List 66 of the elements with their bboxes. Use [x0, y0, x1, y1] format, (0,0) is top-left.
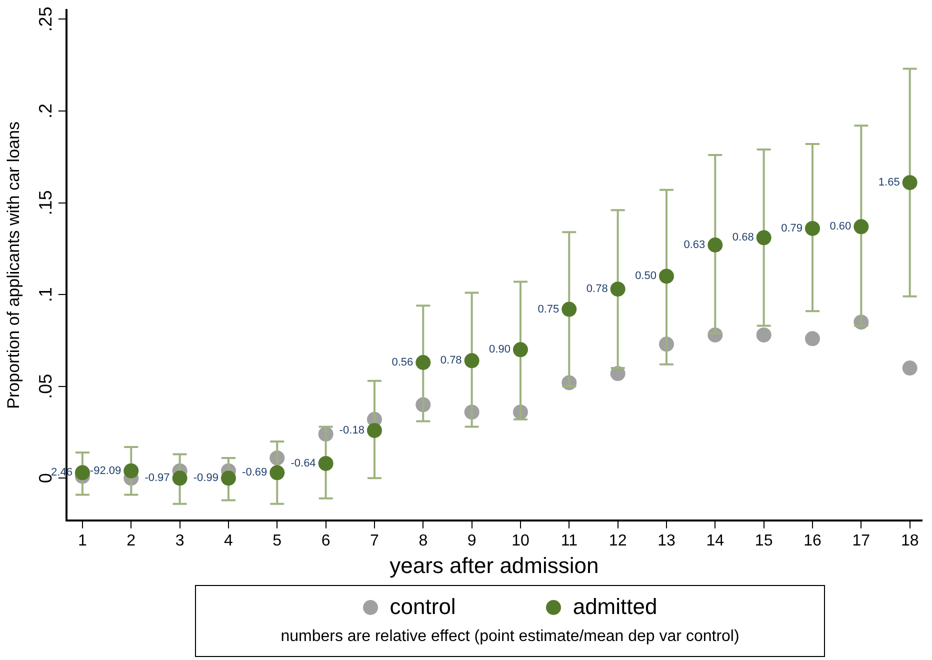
- annotation: -92.09: [90, 464, 122, 477]
- x-tick-label: 11: [560, 532, 578, 550]
- annotation: -0.64: [290, 458, 316, 470]
- annotation: 0.50: [635, 270, 656, 282]
- annotation: -0.99: [193, 472, 218, 484]
- x-tick-label: 17: [852, 532, 870, 550]
- x-tick-label: 7: [370, 532, 380, 550]
- point: [124, 463, 139, 478]
- point: [610, 282, 626, 297]
- y-axis-title: Proportion of applicants with car loans: [4, 122, 23, 409]
- text: numbers are relative effect (point estimate/mean dep var control): [280, 628, 740, 646]
- annotation: 0.75: [538, 303, 560, 316]
- x-tick-label: 15: [754, 532, 773, 550]
- point: [220, 470, 236, 486]
- point: [74, 465, 90, 480]
- x-tick-label: 12: [608, 532, 627, 550]
- annotation: 0.90: [489, 344, 510, 356]
- point: [464, 353, 480, 368]
- x-tick-label: 13: [658, 532, 676, 550]
- point: [708, 238, 723, 253]
- annotation: 0.63: [684, 239, 706, 252]
- point: [854, 219, 869, 234]
- annotation: 0.78: [586, 283, 608, 296]
- point: [902, 175, 918, 190]
- x-tick-label: 3: [175, 532, 184, 550]
- annotation: 0.60: [830, 220, 852, 233]
- y-tick-label: .15: [35, 190, 56, 216]
- annotation: 0.79: [781, 222, 802, 235]
- point: [804, 331, 820, 346]
- point: [318, 456, 334, 471]
- x-axis-title: years after admission: [390, 552, 599, 578]
- point: [416, 355, 431, 370]
- x-tick-label: 6: [321, 532, 330, 550]
- annotation: -0.97: [144, 472, 170, 484]
- x-tick-label: 9: [467, 532, 476, 550]
- annotation: -0.18: [339, 424, 364, 436]
- annotation: 0.68: [732, 232, 754, 244]
- annotation: 1.65: [878, 176, 900, 189]
- point: [366, 422, 382, 438]
- x-tick-label: 5: [272, 532, 282, 550]
- y-tick-label: .2: [35, 103, 56, 118]
- point: [562, 302, 577, 317]
- legend-label: admitted: [572, 594, 658, 620]
- point: [270, 465, 285, 480]
- x-tick-label: 8: [418, 532, 428, 550]
- x-tick-label: 16: [804, 532, 822, 550]
- x-tick-label: 10: [512, 532, 530, 550]
- x-tick-label: 4: [224, 532, 234, 550]
- point: [902, 360, 918, 376]
- x-tick-label: 2: [126, 532, 136, 550]
- y-tick-label: .05: [35, 374, 56, 399]
- point: [756, 230, 772, 246]
- point: [804, 220, 820, 236]
- legend-label: control: [390, 594, 456, 620]
- y-tick-label: .25: [35, 6, 56, 32]
- annotation: 0.56: [392, 356, 414, 369]
- annotation: -0.69: [242, 466, 268, 479]
- point: [172, 470, 188, 486]
- point: [658, 268, 674, 284]
- point: [756, 327, 772, 342]
- annotation: 0.78: [440, 354, 462, 367]
- x-tick-label: 18: [900, 532, 919, 550]
- x-tick-label: 14: [706, 532, 724, 550]
- y-tick-label: .1: [35, 287, 56, 302]
- x-tick-label: 1: [78, 532, 88, 550]
- point: [512, 342, 528, 358]
